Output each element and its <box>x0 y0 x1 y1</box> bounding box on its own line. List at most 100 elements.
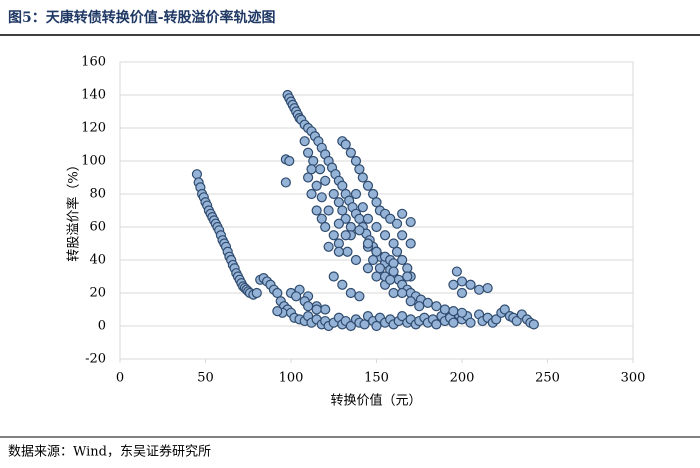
point <box>397 287 408 299</box>
point <box>308 155 319 167</box>
point <box>414 301 425 312</box>
point <box>402 271 413 282</box>
point <box>431 301 442 312</box>
point <box>316 192 327 203</box>
point <box>422 297 433 308</box>
point <box>337 205 348 216</box>
point <box>431 319 442 330</box>
point <box>451 266 462 277</box>
point <box>388 266 399 277</box>
point <box>311 304 322 315</box>
y-tick-label: 100 <box>81 154 106 169</box>
point <box>354 225 365 236</box>
point <box>340 213 351 224</box>
y-tick-label: 140 <box>81 88 106 103</box>
point <box>345 221 356 233</box>
point <box>388 258 399 269</box>
point <box>367 188 379 200</box>
y-tick-label: 120 <box>81 121 106 136</box>
point <box>299 136 310 147</box>
point <box>342 246 353 257</box>
point <box>371 271 382 282</box>
point <box>340 230 351 241</box>
point <box>385 274 396 285</box>
x-tick-label: 200 <box>450 371 475 386</box>
point <box>284 155 295 167</box>
point <box>491 314 502 325</box>
point <box>482 282 493 294</box>
point <box>316 213 327 224</box>
point <box>362 180 374 191</box>
point <box>511 315 522 327</box>
point <box>303 301 314 312</box>
y-tick-label: 0 <box>98 319 106 334</box>
point <box>320 221 331 233</box>
point <box>354 213 365 224</box>
x-tick-label: 100 <box>279 371 304 386</box>
grid: -20 0 20 40 60 80 100 120 140 160 0 50 100 150 200 250 3… <box>81 55 645 386</box>
y-axis-label: 转股溢价率（%） <box>66 158 82 261</box>
point <box>320 304 331 315</box>
point <box>391 218 403 229</box>
point <box>448 306 459 317</box>
point <box>371 320 382 332</box>
point <box>397 254 408 266</box>
point <box>328 271 339 282</box>
point <box>350 188 362 200</box>
point <box>405 216 416 228</box>
point <box>306 188 317 200</box>
point <box>333 246 344 257</box>
point <box>328 188 339 200</box>
point <box>465 317 476 328</box>
y-tick-label: 80 <box>89 187 106 202</box>
point <box>354 164 365 175</box>
point <box>350 155 362 167</box>
point <box>388 287 399 299</box>
points <box>191 89 539 332</box>
point <box>362 213 374 224</box>
point <box>333 218 344 229</box>
point <box>397 208 408 219</box>
point <box>448 279 459 290</box>
point <box>405 238 416 249</box>
point <box>357 172 368 183</box>
point <box>333 197 344 208</box>
point <box>397 311 408 322</box>
point <box>291 291 302 302</box>
y-tick-label: 40 <box>89 253 106 268</box>
point <box>314 164 326 175</box>
point <box>303 147 314 158</box>
x-axis-label: 转换价值（元） <box>330 393 421 409</box>
point <box>345 287 356 299</box>
point <box>333 238 344 249</box>
point <box>251 287 262 299</box>
point <box>311 180 322 191</box>
point <box>385 213 396 224</box>
point <box>306 164 317 175</box>
point <box>337 279 348 290</box>
point <box>456 287 468 299</box>
source: 数据来源：Wind，东吴证券研究所 <box>8 444 211 460</box>
x-tick-label: 250 <box>535 371 560 386</box>
point <box>354 291 365 302</box>
point <box>345 147 356 158</box>
figure-title: 图5：天康转债转换价值-转股溢价率轨迹图 <box>8 9 276 26</box>
point <box>474 284 485 295</box>
point <box>272 306 283 317</box>
x-tick-label: 300 <box>621 371 646 386</box>
y-tick-label: 60 <box>89 220 106 235</box>
point <box>345 320 356 332</box>
point <box>337 180 348 191</box>
point <box>448 317 459 328</box>
point <box>528 319 539 330</box>
point <box>311 205 322 216</box>
x-tick-label: 150 <box>364 371 389 386</box>
point <box>391 246 403 257</box>
y-tick-label: 160 <box>81 55 106 70</box>
point <box>357 202 368 213</box>
point <box>379 230 391 241</box>
point <box>303 172 314 183</box>
point <box>456 276 468 287</box>
point <box>439 304 450 315</box>
